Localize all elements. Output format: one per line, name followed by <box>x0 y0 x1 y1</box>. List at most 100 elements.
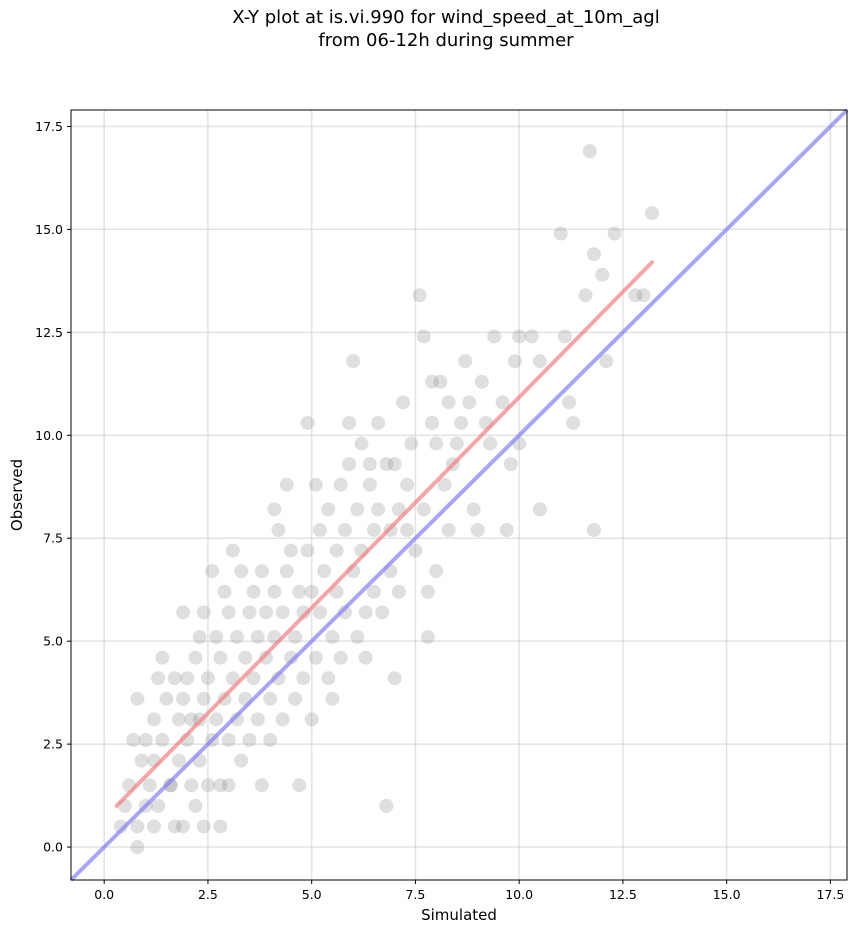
data-point <box>142 778 157 793</box>
x-axis-label: Simulated <box>421 906 497 924</box>
y-tick-label: 0.0 <box>43 840 63 855</box>
data-point <box>259 605 274 620</box>
data-point <box>578 288 593 303</box>
data-point <box>433 374 448 389</box>
x-tick-label: 5.0 <box>302 887 322 902</box>
x-tick-label: 7.5 <box>405 887 425 902</box>
data-point <box>221 778 236 793</box>
data-point <box>234 564 249 579</box>
data-point <box>462 395 477 410</box>
data-point <box>146 712 161 727</box>
data-point <box>213 778 228 793</box>
data-point <box>225 543 240 558</box>
data-point <box>188 798 203 813</box>
data-point <box>221 605 236 620</box>
data-point <box>412 288 427 303</box>
data-point <box>379 798 394 813</box>
plot-frame <box>70 109 848 881</box>
data-point <box>466 502 481 517</box>
data-point <box>404 436 419 451</box>
data-point <box>333 477 348 492</box>
data-point <box>586 523 601 537</box>
data-point <box>267 584 282 599</box>
data-point <box>441 523 456 537</box>
data-point <box>250 630 265 645</box>
data-point <box>400 523 415 537</box>
data-point <box>176 819 191 834</box>
data-point <box>234 753 249 768</box>
data-point <box>275 605 290 620</box>
data-point <box>130 819 145 834</box>
data-point <box>155 733 170 747</box>
data-point <box>483 436 498 451</box>
data-point <box>342 415 357 430</box>
identity-line <box>69 108 849 882</box>
data-point <box>205 564 220 579</box>
x-tick-label: 17.5 <box>816 887 844 902</box>
data-point <box>176 691 191 706</box>
data-point <box>300 543 315 558</box>
data-point <box>391 502 406 517</box>
data-point <box>259 650 274 665</box>
data-point <box>375 605 390 620</box>
data-point <box>151 798 166 813</box>
data-point <box>607 226 622 241</box>
data-point <box>279 564 294 579</box>
data-point <box>325 691 340 706</box>
data-point <box>134 753 149 768</box>
data-point <box>321 502 336 517</box>
data-point <box>308 477 323 492</box>
data-point <box>391 584 406 599</box>
data-point <box>275 712 290 727</box>
data-point <box>628 288 643 303</box>
data-point <box>292 778 307 793</box>
data-point <box>387 671 402 686</box>
data-point <box>524 329 539 344</box>
data-point <box>362 457 377 472</box>
chart-title-line-2: from 06-12h during summer <box>318 30 574 51</box>
data-point <box>283 650 298 665</box>
data-point <box>229 712 244 727</box>
data-point <box>271 523 286 537</box>
data-point <box>321 671 336 686</box>
data-point <box>196 605 211 620</box>
data-point <box>333 650 348 665</box>
data-point <box>184 778 199 793</box>
data-point <box>138 733 153 747</box>
data-point <box>308 650 323 665</box>
data-point <box>188 650 203 665</box>
x-tick-label: 15.0 <box>713 887 741 902</box>
data-point <box>130 691 145 706</box>
data-point <box>184 712 199 727</box>
data-point <box>130 840 145 855</box>
data-point <box>429 564 444 579</box>
y-tick-label: 5.0 <box>43 634 63 649</box>
data-point <box>242 733 257 747</box>
data-point <box>470 523 485 537</box>
data-point <box>300 415 315 430</box>
data-point <box>304 584 319 599</box>
data-point <box>416 502 431 517</box>
y-tick-label: 17.5 <box>35 119 63 134</box>
data-point <box>171 712 186 727</box>
data-point <box>532 354 547 369</box>
data-point <box>200 778 215 793</box>
data-point <box>113 819 128 834</box>
data-point <box>636 288 651 303</box>
data-point <box>532 502 547 517</box>
data-point <box>354 436 369 451</box>
grid <box>71 110 847 880</box>
regression-line <box>114 260 654 808</box>
data-point <box>508 354 523 369</box>
data-point <box>312 523 327 537</box>
data-point <box>254 564 269 579</box>
data-point <box>296 605 311 620</box>
data-point <box>425 415 440 430</box>
data-point <box>238 650 253 665</box>
chart-title-line-1: X-Y plot at is.vi.990 for wind_speed_at_… <box>232 7 660 28</box>
data-point <box>400 477 415 492</box>
x-tick-label: 12.5 <box>609 887 637 902</box>
data-point <box>487 329 502 344</box>
data-point <box>163 778 178 793</box>
